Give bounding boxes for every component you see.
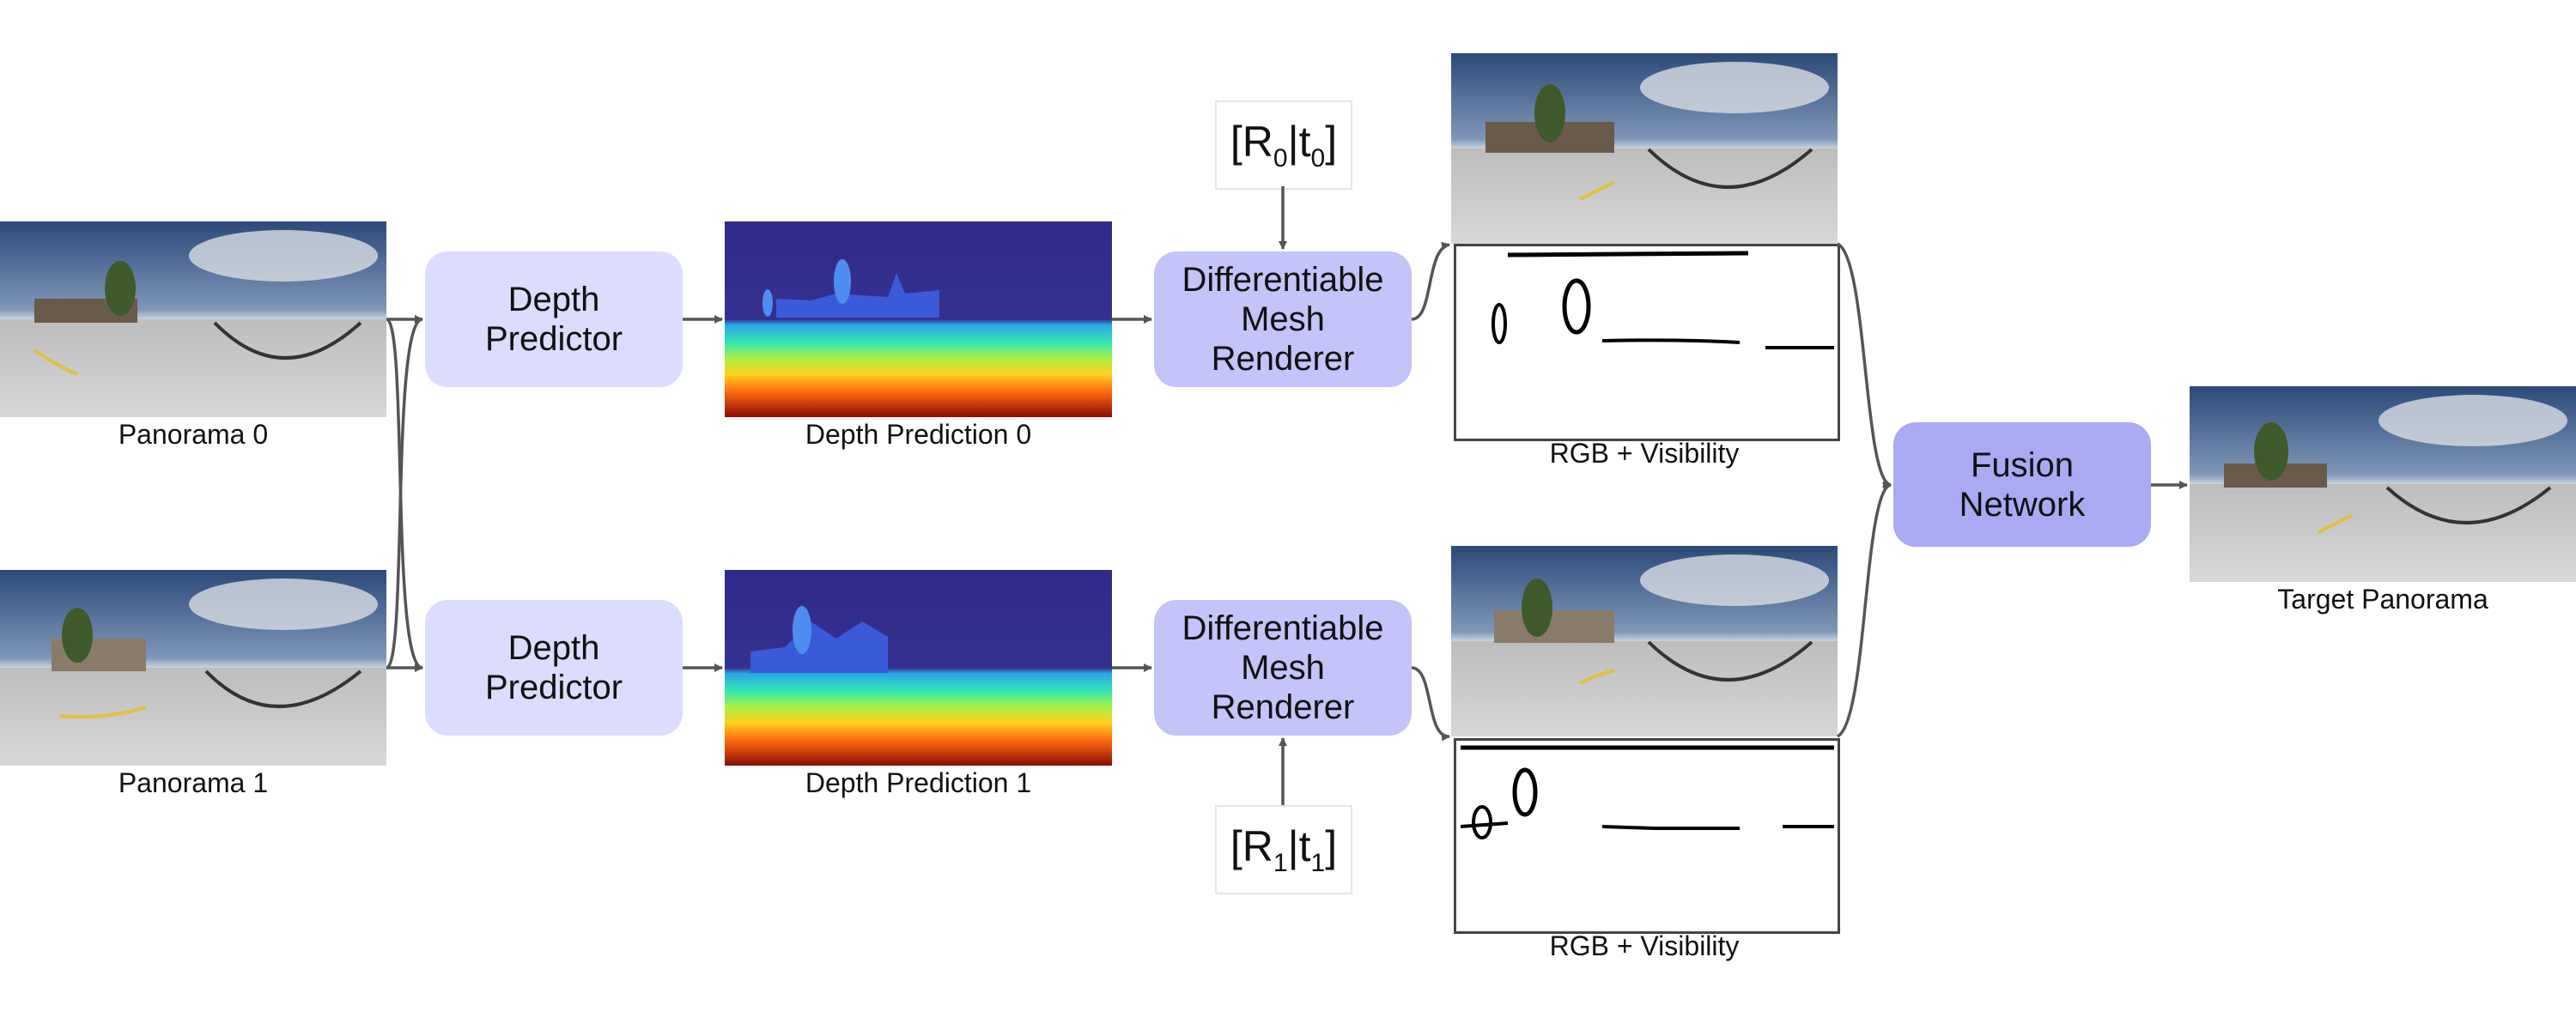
depth-prediction-0-caption: Depth Prediction 0 <box>805 419 1032 450</box>
pose-1-rotation: R <box>1242 822 1273 870</box>
panorama-1-image <box>0 570 386 766</box>
pose-0-translation-subscript: 0 <box>1310 144 1326 173</box>
arrow-pano1-to-dp0 <box>385 315 423 670</box>
fusion-network-label: Fusion Network <box>1959 445 2086 524</box>
pose-0-translation: t <box>1298 118 1311 166</box>
panorama-1-caption: Panorama 1 <box>118 767 269 798</box>
arrow-rgb1-to-fusion <box>1836 482 1892 738</box>
pose-0-box: [R0|t0] <box>1215 100 1352 190</box>
pose-1-translation: t <box>1298 822 1311 870</box>
depth-predictor-1-box: Depth Predictor <box>425 600 683 736</box>
arrow-renderer1-to-rgb1 <box>1411 666 1450 742</box>
arrow-pano0-to-dp1 <box>385 318 423 672</box>
arrow-renderer0-to-rgb0 <box>1411 241 1450 321</box>
pose-0-rotation-subscript: 0 <box>1273 144 1288 173</box>
visibility-mask-1 <box>1454 738 1840 934</box>
rgb-visibility-0-caption: RGB + Visibility <box>1549 438 1740 469</box>
arrow-rgb0-to-fusion <box>1836 242 1892 488</box>
depth-prediction-1-caption: Depth Prediction 1 <box>805 767 1032 798</box>
renderer-0-box: Differentiable Mesh Renderer <box>1154 251 1412 387</box>
renderer-1-label: Differentiable Mesh Renderer <box>1182 609 1384 726</box>
pose-0-rotation: R <box>1242 118 1273 166</box>
depth-predictor-0-label: Depth Predictor <box>484 281 623 358</box>
depth-prediction-1-image <box>725 570 1112 766</box>
panorama-0-caption: Panorama 0 <box>118 419 269 450</box>
pose-1-translation-subscript: 1 <box>1310 849 1326 877</box>
depth-predictor-1-label: Depth Predictor <box>484 629 623 706</box>
rgb-visibility-1-caption: RGB + Visibility <box>1549 930 1740 961</box>
target-panorama-caption: Target Panorama <box>2277 584 2488 615</box>
renderer-1-box: Differentiable Mesh Renderer <box>1154 600 1412 736</box>
pose-1-rotation-subscript: 1 <box>1273 849 1288 877</box>
fusion-network-box: Fusion Network <box>1893 422 2151 547</box>
depth-prediction-0-image <box>725 221 1112 417</box>
panorama-0-image <box>0 221 386 417</box>
depth-predictor-0-box: Depth Predictor <box>425 251 683 387</box>
rendered-rgb-1-image <box>1451 546 1838 736</box>
pose-1-box: [R1|t1] <box>1215 805 1352 894</box>
renderer-0-label: Differentiable Mesh Renderer <box>1182 261 1384 378</box>
target-panorama-image <box>2190 386 2576 582</box>
visibility-mask-0 <box>1454 244 1840 441</box>
rendered-rgb-0-image <box>1451 53 1838 244</box>
